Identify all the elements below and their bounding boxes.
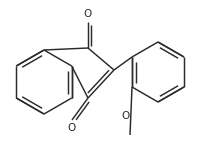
Text: O: O — [122, 111, 130, 121]
Text: O: O — [68, 123, 76, 133]
Text: O: O — [84, 9, 92, 19]
